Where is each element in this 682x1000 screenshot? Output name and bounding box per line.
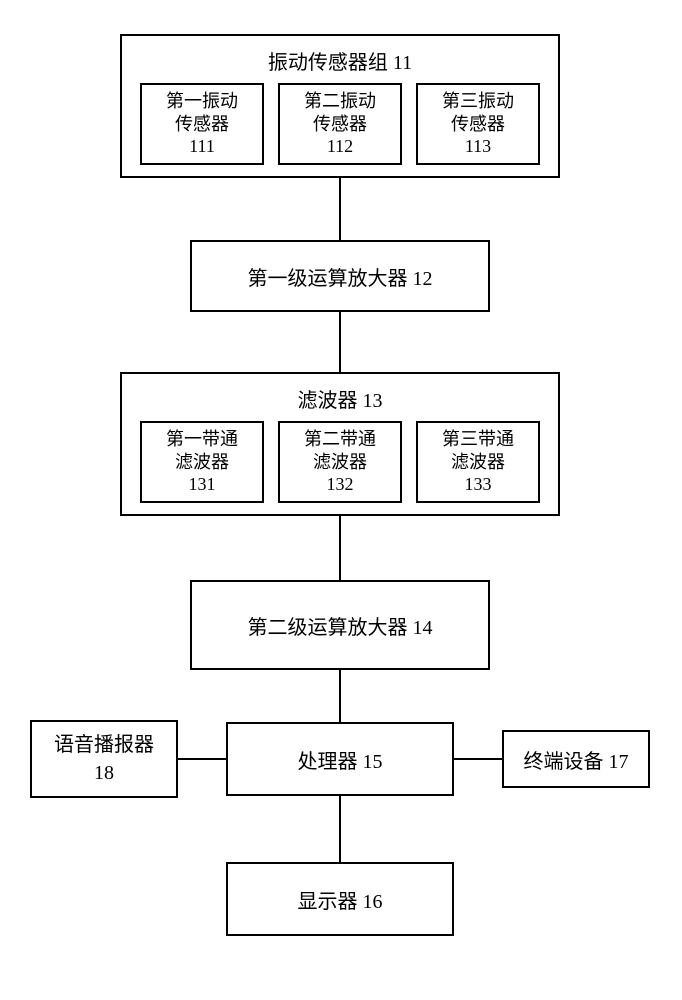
connector xyxy=(339,670,341,722)
sensor-group-box-child-num: 111 xyxy=(189,135,215,158)
connector xyxy=(178,758,226,760)
terminal-box: 终端设备 17 xyxy=(502,730,650,788)
sensor-group-box-child-num: 113 xyxy=(465,135,491,158)
amp2-box-label: 第二级运算放大器 14 xyxy=(248,611,433,640)
display-box: 显示器 16 xyxy=(226,862,454,936)
filter-group-box-child-line2: 滤波器 xyxy=(175,451,229,474)
connector xyxy=(454,758,502,760)
filter-group-box-child-num: 131 xyxy=(189,473,216,496)
voice-box-line1: 语音播报器 xyxy=(54,731,154,759)
diagram-canvas: 振动传感器组 11第一振动传感器111第二振动传感器112第三振动传感器113滤… xyxy=(0,0,682,1000)
processor-box-label: 处理器 15 xyxy=(298,745,383,774)
filter-group-box-child-num: 132 xyxy=(327,473,354,496)
voice-box-line2: 18 xyxy=(94,759,114,787)
sensor-group-box-child-line2: 传感器 xyxy=(175,113,229,136)
sensor-group-box-child-line2: 传感器 xyxy=(451,113,505,136)
terminal-box-label: 终端设备 17 xyxy=(524,745,629,774)
sensor-group-box-child-num: 112 xyxy=(327,135,353,158)
sensor-group-box-child: 第一振动传感器111 xyxy=(140,83,264,165)
filter-group-box-child: 第三带通滤波器133 xyxy=(416,421,540,503)
sensor-group-box-child: 第三振动传感器113 xyxy=(416,83,540,165)
sensor-group-box-title: 振动传感器组 11 xyxy=(122,36,558,83)
sensor-group-box-child-line1: 第二振动 xyxy=(304,90,376,113)
sensor-group-box-child-line1: 第一振动 xyxy=(166,90,238,113)
sensor-group-box-child-line2: 传感器 xyxy=(313,113,367,136)
connector xyxy=(339,312,341,372)
filter-group-box-child: 第二带通滤波器132 xyxy=(278,421,402,503)
filter-group-box-title: 滤波器 13 xyxy=(122,374,558,421)
processor-box: 处理器 15 xyxy=(226,722,454,796)
filter-group-box-child-line2: 滤波器 xyxy=(313,451,367,474)
amp1-box: 第一级运算放大器 12 xyxy=(190,240,490,312)
amp2-box: 第二级运算放大器 14 xyxy=(190,580,490,670)
sensor-group-box-row: 第一振动传感器111第二振动传感器112第三振动传感器113 xyxy=(122,83,558,179)
sensor-group-box: 振动传感器组 11第一振动传感器111第二振动传感器112第三振动传感器113 xyxy=(120,34,560,178)
filter-group-box-child-line1: 第一带通 xyxy=(166,428,238,451)
sensor-group-box-child-line1: 第三振动 xyxy=(442,90,514,113)
sensor-group-box-child: 第二振动传感器112 xyxy=(278,83,402,165)
display-box-label: 显示器 16 xyxy=(298,885,383,914)
filter-group-box-child-line1: 第二带通 xyxy=(304,428,376,451)
filter-group-box-child: 第一带通滤波器131 xyxy=(140,421,264,503)
filter-group-box-child-line1: 第三带通 xyxy=(442,428,514,451)
filter-group-box: 滤波器 13第一带通滤波器131第二带通滤波器132第三带通滤波器133 xyxy=(120,372,560,516)
voice-box: 语音播报器18 xyxy=(30,720,178,798)
filter-group-box-row: 第一带通滤波器131第二带通滤波器132第三带通滤波器133 xyxy=(122,421,558,517)
connector xyxy=(339,796,341,862)
amp1-box-label: 第一级运算放大器 12 xyxy=(248,262,433,291)
connector xyxy=(339,178,341,240)
connector xyxy=(339,516,341,580)
filter-group-box-child-line2: 滤波器 xyxy=(451,451,505,474)
filter-group-box-child-num: 133 xyxy=(465,473,492,496)
